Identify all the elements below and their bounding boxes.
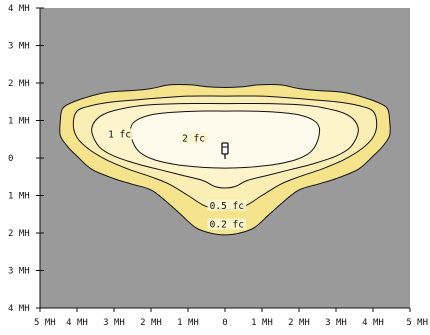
x-tick-label: 5 MH xyxy=(406,318,428,328)
y-tick-label: 2 MH xyxy=(8,79,30,89)
contour-label-bg xyxy=(179,132,208,144)
y-tick-label: 0 xyxy=(8,154,13,164)
contour-label-0-2-fc: 0.2 fc xyxy=(210,220,244,231)
y-tick-label: 1 MH xyxy=(8,117,30,127)
luminaire-body xyxy=(221,142,229,155)
x-tick-label: 2 MH xyxy=(288,318,310,328)
x-ticks: 5 MH 4 MH 3 MH 2 MH 1 MH 0 1 MH 2 MH 3 MH 4 MH 5 M… xyxy=(34,308,428,328)
luminaire-icon xyxy=(221,142,229,159)
y-tick-label: 3 MH xyxy=(8,42,30,52)
x-tick-label: 1 MH xyxy=(251,318,273,328)
contour-label-layer: 1 fc 2 fc 0.5 fc 0.2 fc xyxy=(105,128,247,231)
contour-label-bg xyxy=(207,218,247,230)
y-ticks: 4 MH 3 MH 2 MH 1 MH 0 1 MH 2 MH 3 MH 4 MH xyxy=(8,4,44,314)
contour-label-0-5-fc: 0.5 fc xyxy=(210,201,244,212)
x-tick-label: 3 MH xyxy=(103,318,125,328)
x-tick-label: 4 MH xyxy=(66,318,88,328)
x-tick-label: 1 MH xyxy=(177,318,199,328)
x-tick-label: 5 MH xyxy=(34,318,56,328)
contour-2-fc xyxy=(129,110,321,169)
y-tick-label: 4 MH xyxy=(8,4,30,14)
contour-label-1-fc: 1 fc xyxy=(108,130,131,141)
x-tick-label: 2 MH xyxy=(140,318,162,328)
contour-label-2-fc: 2 fc xyxy=(182,133,205,144)
y-tick-label: 4 MH xyxy=(8,304,30,314)
y-tick-label: 3 MH xyxy=(8,267,30,277)
y-tick-label: 1 MH xyxy=(8,192,30,202)
x-tick-label: 0 xyxy=(222,318,227,328)
contour-label-bg xyxy=(207,199,247,211)
y-tick-label: 2 MH xyxy=(8,229,30,239)
x-tick-label: 4 MH xyxy=(362,318,384,328)
x-tick-label: 3 MH xyxy=(325,318,347,328)
contour-label-bg xyxy=(105,128,134,140)
